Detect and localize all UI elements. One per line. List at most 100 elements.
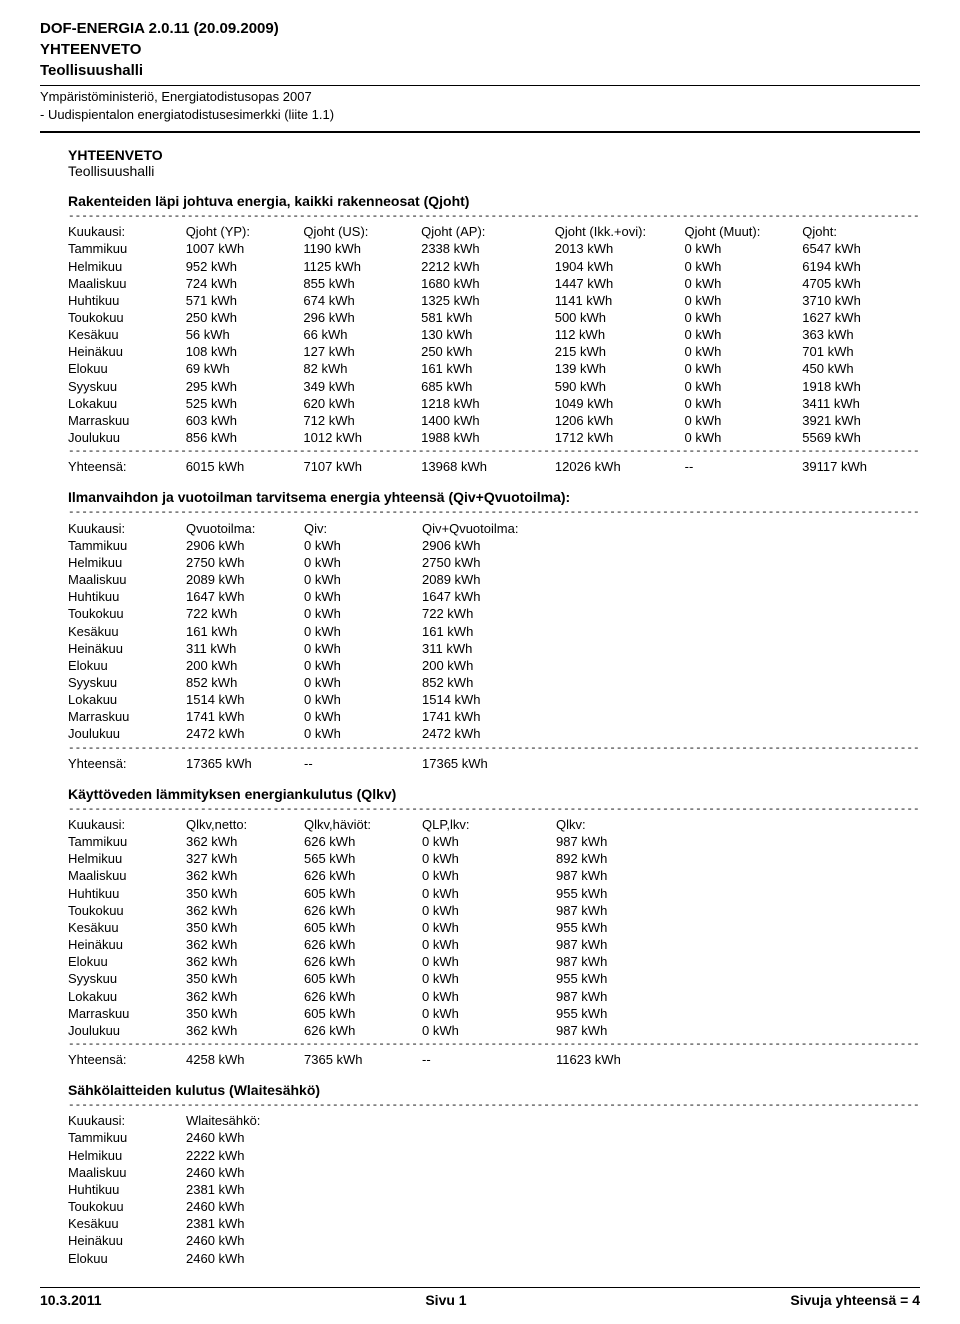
table-row: Elokuu200 kWh0 kWh200 kWh [68, 657, 572, 674]
cell: Toukokuu [68, 309, 186, 326]
cell: 0 kWh [422, 833, 556, 850]
table-row: Joulukuu2472 kWh0 kWh2472 kWh [68, 725, 572, 742]
doc-type: YHTEENVETO [40, 41, 920, 58]
table-row: Syyskuu350 kWh605 kWh0 kWh955 kWh [68, 970, 686, 987]
cell: 0 kWh [422, 850, 556, 867]
qjoht-total: Yhteensä:6015 kWh7107 kWh13968 kWh12026 … [68, 458, 920, 475]
cell: 2906 kWh [422, 537, 572, 554]
cell: Tammikuu [68, 1129, 186, 1146]
cell: 0 kWh [422, 1022, 556, 1039]
cell: 626 kWh [304, 867, 422, 884]
cell: 350 kWh [186, 1005, 304, 1022]
cell: Toukokuu [68, 1198, 186, 1215]
column-header: Qjoht: [802, 223, 920, 240]
cell: Lokakuu [68, 691, 186, 708]
table-row: Huhtikuu1647 kWh0 kWh1647 kWh [68, 588, 572, 605]
cell: 581 kWh [421, 309, 555, 326]
cell: 1141 kWh [555, 292, 685, 309]
table-row: Lokakuu1514 kWh0 kWh1514 kWh [68, 691, 572, 708]
cell: Tammikuu [68, 537, 186, 554]
cell: 3710 kWh [802, 292, 920, 309]
cell: 2013 kWh [555, 240, 685, 257]
cell: Yhteensä: [68, 1051, 186, 1068]
table-row: Syyskuu852 kWh0 kWh852 kWh [68, 674, 572, 691]
cell: 0 kWh [304, 640, 422, 657]
cell: Kesäkuu [68, 919, 186, 936]
table-row: Tammikuu2906 kWh0 kWh2906 kWh [68, 537, 572, 554]
cell: 0 kWh [685, 360, 803, 377]
cell: 296 kWh [303, 309, 421, 326]
dash-line: ----------------------------------------… [68, 1039, 920, 1051]
table-row: Joulukuu856 kWh1012 kWh1988 kWh1712 kWh0… [68, 429, 920, 446]
cell: 987 kWh [556, 988, 686, 1005]
cell: 0 kWh [685, 275, 803, 292]
table-row: Kesäkuu161 kWh0 kWh161 kWh [68, 623, 572, 640]
cell: 2460 kWh [186, 1198, 304, 1215]
cell: 11623 kWh [556, 1051, 686, 1068]
cell: 1904 kWh [555, 258, 685, 275]
table-row: Heinäkuu108 kWh127 kWh250 kWh215 kWh0 kW… [68, 343, 920, 360]
cell: 1514 kWh [422, 691, 572, 708]
cell: 955 kWh [556, 1005, 686, 1022]
cell: 952 kWh [186, 258, 304, 275]
cell: 161 kWh [186, 623, 304, 640]
table-row: Lokakuu525 kWh620 kWh1218 kWh1049 kWh0 k… [68, 395, 920, 412]
cell: Maaliskuu [68, 571, 186, 588]
cell: 0 kWh [304, 623, 422, 640]
cell: 605 kWh [304, 970, 422, 987]
cell: 3411 kWh [802, 395, 920, 412]
cell: 127 kWh [303, 343, 421, 360]
cell: 1680 kWh [421, 275, 555, 292]
table-row: Huhtikuu2381 kWh [68, 1181, 304, 1198]
cell: 855 kWh [303, 275, 421, 292]
cell: 1918 kWh [802, 378, 920, 395]
cell: 722 kWh [422, 605, 572, 622]
header-meta-1: Ympäristöministeriö, Energiatodistusopas… [40, 88, 920, 106]
cell: 0 kWh [422, 988, 556, 1005]
cell: 2381 kWh [186, 1181, 304, 1198]
cell: 724 kWh [186, 275, 304, 292]
cell: 685 kWh [421, 378, 555, 395]
cell: 362 kWh [186, 936, 304, 953]
page-footer: 10.3.2011 Sivu 1 Sivuja yhteensä = 4 [40, 1281, 920, 1308]
cell: 987 kWh [556, 1022, 686, 1039]
cell: 0 kWh [422, 867, 556, 884]
cell: 0 kWh [422, 885, 556, 902]
table-row: Marraskuu350 kWh605 kWh0 kWh955 kWh [68, 1005, 686, 1022]
table-row: Toukokuu250 kWh296 kWh581 kWh500 kWh0 kW… [68, 309, 920, 326]
cell: 0 kWh [685, 326, 803, 343]
cell: Toukokuu [68, 605, 186, 622]
cell: 2089 kWh [422, 571, 572, 588]
cell: 12026 kWh [555, 458, 685, 475]
summary-sub: Teollisuushalli [68, 163, 920, 179]
cell: 2750 kWh [186, 554, 304, 571]
cell: Helmikuu [68, 850, 186, 867]
cell: 626 kWh [304, 953, 422, 970]
dash-line: ----------------------------------------… [68, 507, 920, 519]
cell: 3921 kWh [802, 412, 920, 429]
table-row: Maaliskuu2460 kWh [68, 1164, 304, 1181]
cell: 250 kWh [421, 343, 555, 360]
cell: Syyskuu [68, 674, 186, 691]
cell: 0 kWh [422, 936, 556, 953]
cell: Kesäkuu [68, 1215, 186, 1232]
cell: 200 kWh [186, 657, 304, 674]
table-row: Kesäkuu2381 kWh [68, 1215, 304, 1232]
cell: 0 kWh [685, 240, 803, 257]
cell: 66 kWh [303, 326, 421, 343]
table-row: Heinäkuu311 kWh0 kWh311 kWh [68, 640, 572, 657]
cell: 215 kWh [555, 343, 685, 360]
table-row: Tammikuu362 kWh626 kWh0 kWh987 kWh [68, 833, 686, 850]
table-row: Elokuu362 kWh626 kWh0 kWh987 kWh [68, 953, 686, 970]
cell: Tammikuu [68, 833, 186, 850]
cell: 0 kWh [304, 708, 422, 725]
column-header: Qvuotoilma: [186, 520, 304, 537]
cell: 17365 kWh [422, 755, 572, 772]
cell: 4705 kWh [802, 275, 920, 292]
cell: 892 kWh [556, 850, 686, 867]
cell: 250 kWh [186, 309, 304, 326]
cell: 626 kWh [304, 1022, 422, 1039]
cell: 2212 kWh [421, 258, 555, 275]
cell: 362 kWh [186, 1022, 304, 1039]
cell: Elokuu [68, 1250, 186, 1267]
